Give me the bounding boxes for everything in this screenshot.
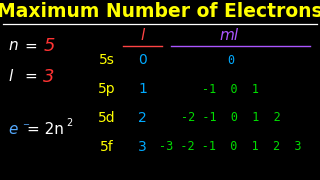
Text: -1  0  1: -1 0 1 xyxy=(202,83,259,96)
Text: 3: 3 xyxy=(43,68,55,86)
Text: 2: 2 xyxy=(66,118,73,128)
Text: 2: 2 xyxy=(138,111,147,125)
Text: 3: 3 xyxy=(138,140,147,154)
Text: 1: 1 xyxy=(138,82,147,96)
Text: 0: 0 xyxy=(138,53,147,67)
Text: ml: ml xyxy=(219,28,238,44)
Text: =: = xyxy=(24,38,37,53)
Text: l: l xyxy=(8,69,12,84)
Text: = 2n: = 2n xyxy=(27,122,64,137)
Text: e: e xyxy=(8,122,17,137)
Text: -2 -1  0  1  2: -2 -1 0 1 2 xyxy=(180,111,280,124)
Text: 5p: 5p xyxy=(98,82,116,96)
Text: 5f: 5f xyxy=(100,140,114,154)
Text: Maximum Number of Electrons: Maximum Number of Electrons xyxy=(0,2,320,21)
Text: −: − xyxy=(22,120,29,129)
Text: =: = xyxy=(24,69,37,84)
Text: 5s: 5s xyxy=(99,53,115,67)
Text: 5d: 5d xyxy=(98,111,116,125)
Text: l: l xyxy=(140,28,145,44)
Text: n: n xyxy=(8,38,18,53)
Text: 0: 0 xyxy=(227,54,234,67)
Text: 5: 5 xyxy=(43,37,55,55)
Text: -3 -2 -1  0  1  2  3: -3 -2 -1 0 1 2 3 xyxy=(159,140,302,153)
